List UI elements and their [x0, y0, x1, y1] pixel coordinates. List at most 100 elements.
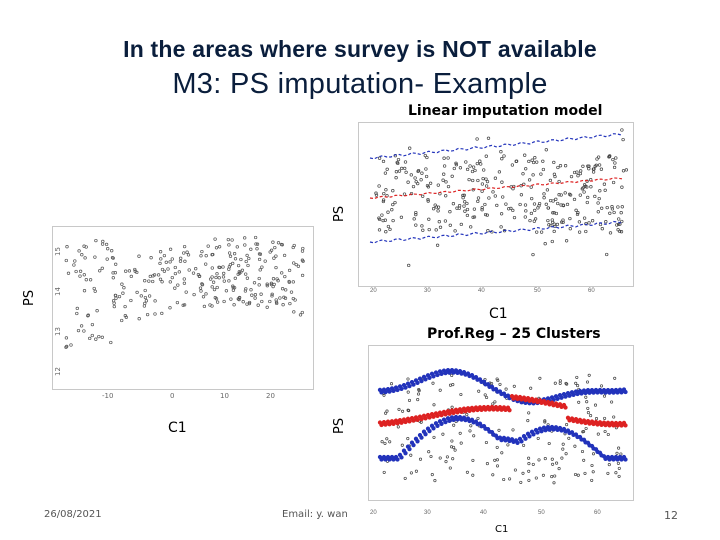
data-point [393, 200, 397, 205]
data-point [257, 283, 261, 287]
data-point [619, 211, 623, 215]
data-point [568, 216, 572, 221]
data-point [406, 377, 410, 381]
data-point [296, 264, 301, 268]
data-point [543, 457, 547, 461]
cluster-point [395, 457, 400, 462]
cluster-point [383, 422, 388, 427]
data-point [519, 193, 524, 197]
data-point [249, 247, 253, 251]
data-point [527, 456, 531, 460]
data-point [575, 375, 579, 379]
data-point [187, 268, 191, 272]
data-point [432, 403, 436, 407]
data-point [495, 445, 499, 449]
data-point [435, 243, 440, 247]
data-point [388, 227, 392, 232]
data-point [527, 478, 531, 482]
data-point [568, 227, 572, 231]
data-point [268, 299, 272, 304]
data-point [110, 255, 115, 260]
data-point [222, 299, 226, 304]
data-point [576, 473, 580, 477]
data-point [396, 425, 400, 429]
data-point [621, 169, 626, 173]
cluster-point [387, 389, 392, 394]
data-point [244, 287, 248, 291]
data-point [524, 167, 528, 171]
data-point [173, 271, 178, 276]
x-tick-label: 50 [538, 510, 545, 516]
cluster-point [411, 418, 416, 423]
data-point [382, 393, 386, 397]
data-point [620, 185, 624, 189]
cluster-point [423, 416, 428, 421]
data-point [543, 420, 547, 424]
data-point [227, 251, 232, 255]
data-point [282, 253, 287, 258]
data-point [109, 340, 113, 345]
data-point [66, 271, 71, 275]
cluster-point [483, 407, 488, 412]
data-point [611, 157, 615, 162]
data-point [480, 206, 484, 210]
data-point [162, 253, 167, 258]
data-point [544, 148, 548, 152]
data-point [253, 293, 258, 297]
data-point [530, 158, 534, 162]
data-point [613, 161, 617, 165]
scatter-points [374, 128, 629, 268]
cluster-point [399, 420, 404, 425]
data-point [182, 277, 186, 281]
data-point [484, 184, 489, 188]
data-point [506, 443, 510, 447]
data-point [245, 302, 249, 306]
data-point [162, 269, 167, 273]
cluster-point [623, 423, 628, 428]
data-point [229, 297, 233, 301]
data-point [561, 442, 565, 446]
data-point [84, 245, 88, 249]
data-point [192, 292, 196, 297]
data-point [589, 414, 593, 418]
x-tick-label: 40 [478, 288, 485, 294]
cluster-point [439, 412, 444, 418]
data-point [438, 225, 443, 229]
data-point [380, 213, 384, 217]
data-point [561, 203, 565, 207]
data-point [104, 242, 109, 247]
data-point [465, 167, 470, 172]
cluster-point [543, 428, 548, 433]
data-point [399, 215, 404, 219]
data-point [199, 254, 203, 258]
data-point [269, 248, 274, 252]
cluster-point [615, 423, 620, 428]
upper-prediction-band [369, 133, 623, 160]
data-point [537, 458, 541, 462]
data-point [404, 170, 408, 174]
data-point [391, 218, 395, 223]
data-point [419, 178, 423, 182]
data-point [560, 456, 564, 460]
data-point [453, 448, 457, 452]
data-point [564, 452, 568, 456]
data-point [582, 458, 586, 462]
data-point [117, 294, 122, 299]
data-point [619, 452, 623, 456]
data-point [255, 247, 259, 251]
data-point [397, 169, 402, 173]
data-point [212, 287, 217, 292]
data-point [471, 473, 475, 477]
data-point [181, 303, 185, 307]
data-point [535, 160, 539, 164]
data-point [586, 406, 590, 410]
data-point [558, 379, 562, 383]
data-point [243, 289, 248, 293]
data-point [493, 194, 497, 198]
cluster-point [615, 457, 620, 462]
data-point [483, 393, 487, 397]
data-point [572, 197, 577, 202]
data-point [585, 185, 589, 189]
data-point [411, 184, 416, 189]
data-point [527, 178, 532, 182]
